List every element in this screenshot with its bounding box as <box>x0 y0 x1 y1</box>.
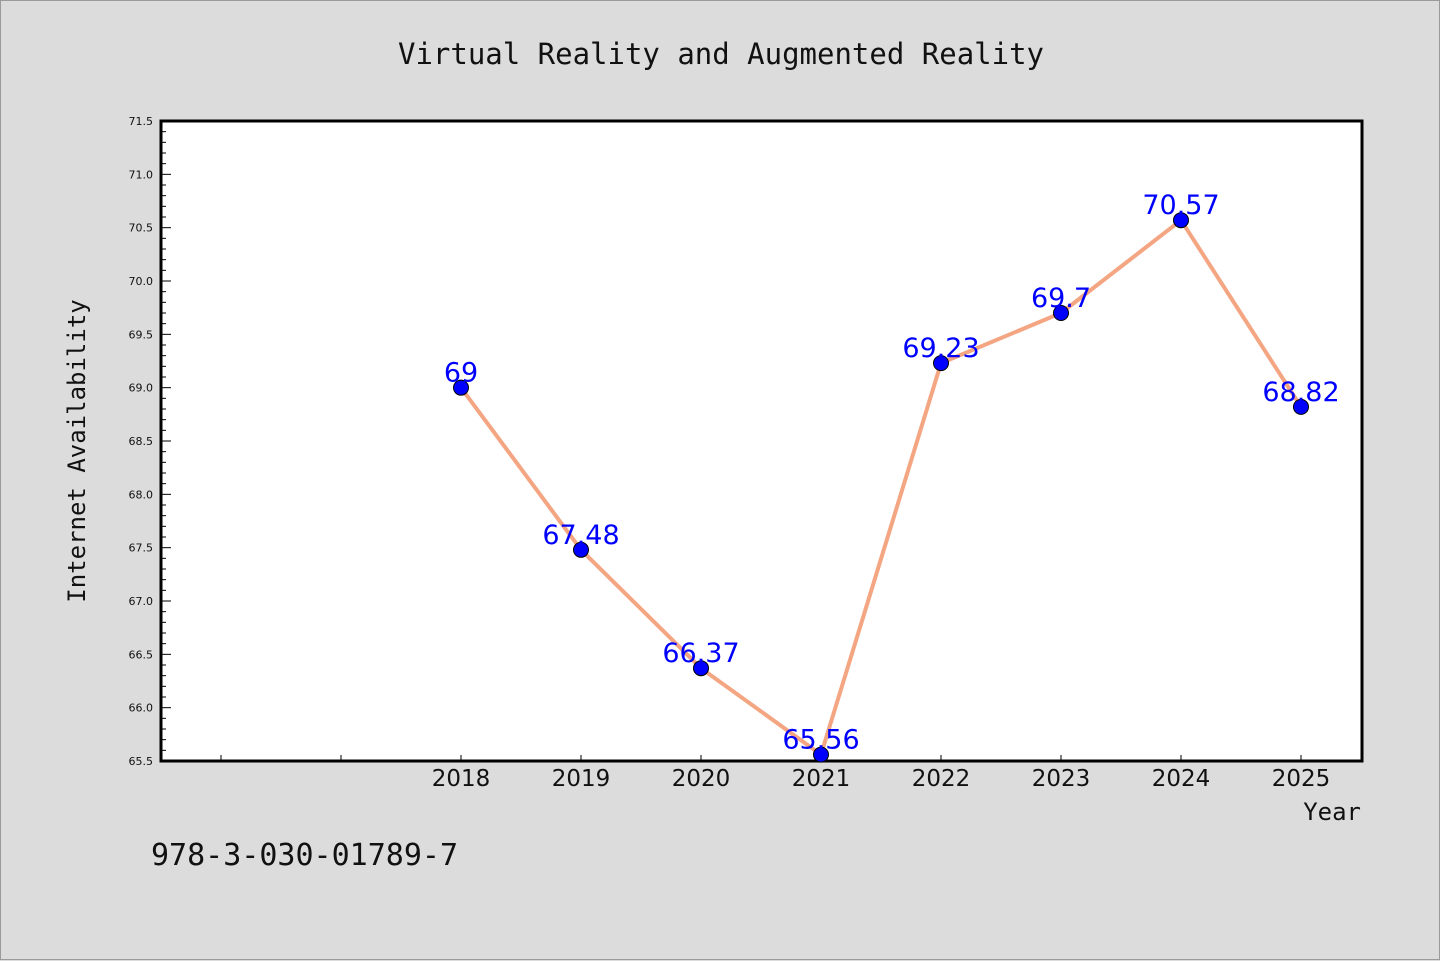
y-axis: 65.5 66.0 66.5 67.0 67.5 68.0 68.5 69.0 69.5 70.0… <box>129 115 171 768</box>
y-tick-label: 66.5 <box>129 648 154 661</box>
x-tick-label: 2020 <box>672 766 731 792</box>
x-tick-label: 2022 <box>912 766 971 792</box>
data-point <box>573 541 589 558</box>
y-tick-label: 68.0 <box>129 488 154 501</box>
y-tick-label: 66.0 <box>129 702 154 715</box>
y-tick-label: 69.5 <box>129 328 154 341</box>
data-point <box>1053 305 1069 321</box>
x-tick-label: 2025 <box>1272 766 1331 792</box>
y-tick-label: 69.0 <box>129 382 154 395</box>
data-point <box>1173 212 1189 229</box>
data-point <box>453 379 469 396</box>
y-tick-label: 71.0 <box>129 168 154 181</box>
y-tick-label: 67.0 <box>129 595 154 608</box>
data-series <box>453 212 1309 763</box>
data-point <box>693 660 709 677</box>
data-label: 66.37 <box>662 638 739 669</box>
y-tick-label: 65.5 <box>129 755 154 768</box>
y-tick-label: 70.0 <box>129 275 154 288</box>
data-labels: 69 67.48 66.37 65.56 69.23 69.7 70.57 68.82 <box>444 190 1340 755</box>
x-tick-label: 2019 <box>552 766 611 792</box>
data-label: 68.82 <box>1262 377 1339 408</box>
series-line <box>459 218 1303 757</box>
plot-area <box>159 119 1364 763</box>
x-tick-label: 2023 <box>1032 766 1091 792</box>
y-tick-label: 67.5 <box>129 542 154 555</box>
x-tick-label: 2021 <box>792 766 851 792</box>
data-label: 69 <box>444 358 478 389</box>
y-tick-label: 68.5 <box>129 435 154 448</box>
x-axis: 2018 2019 2020 2021 2022 2023 2024 2025 <box>220 755 1331 792</box>
y-axis-label: Internet Availability <box>63 299 91 602</box>
x-tick-label: 2024 <box>1152 766 1211 792</box>
data-label: 69.7 <box>1031 283 1091 314</box>
data-label: 69.23 <box>902 333 979 364</box>
chart-title: Virtual Reality and Augmented Reality <box>398 37 1044 71</box>
data-point <box>813 746 829 763</box>
data-label: 65.56 <box>782 725 859 756</box>
data-point <box>933 355 949 372</box>
data-label: 70.57 <box>1142 190 1219 221</box>
data-label: 67.48 <box>542 520 619 551</box>
x-tick-label: 2018 <box>432 766 491 792</box>
x-axis-label: Year <box>1303 798 1361 826</box>
y-tick-label: 70.5 <box>129 222 154 235</box>
y-tick-label: 71.5 <box>129 115 154 128</box>
isbn-text: 978-3-030-01789-7 <box>151 838 458 873</box>
data-point <box>1293 398 1309 415</box>
